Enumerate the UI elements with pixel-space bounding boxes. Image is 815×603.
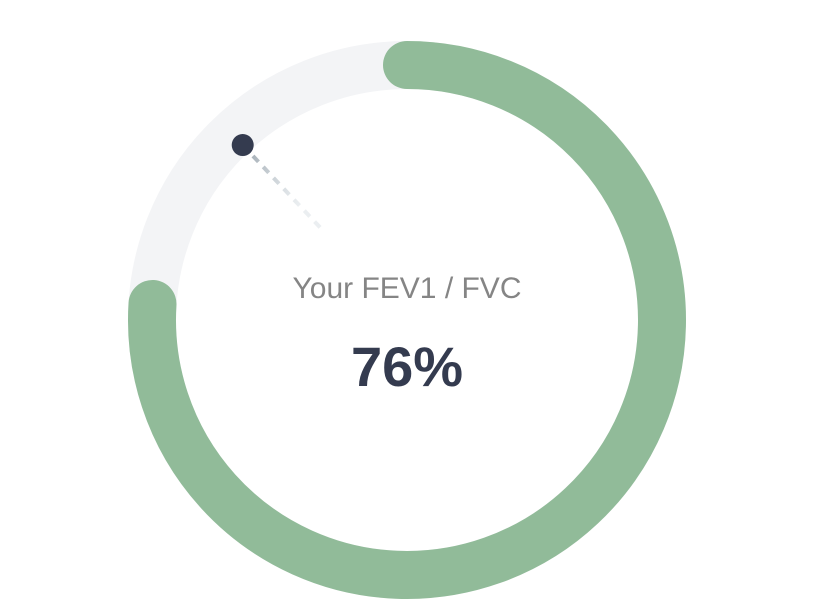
gauge-label: Your FEV1 / FVC <box>292 272 522 305</box>
gauge-value: 76% <box>350 335 464 398</box>
gauge-fill-arc <box>128 41 686 599</box>
gauge-marker-dot <box>231 134 254 157</box>
gauge-marker-line <box>241 143 325 232</box>
